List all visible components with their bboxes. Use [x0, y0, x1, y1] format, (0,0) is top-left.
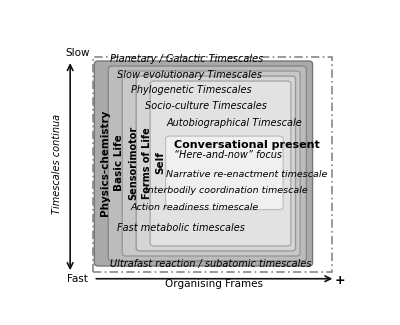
Text: Sensorimotor: Sensorimotor [128, 126, 138, 200]
FancyBboxPatch shape [108, 66, 306, 261]
Text: “Here-and-now” focus: “Here-and-now” focus [174, 150, 282, 160]
Text: Socio-culture Timescales: Socio-culture Timescales [144, 100, 266, 110]
Text: Fast: Fast [68, 274, 88, 284]
FancyBboxPatch shape [166, 136, 283, 210]
Text: +: + [334, 275, 345, 288]
Text: Fast metabolic timescales: Fast metabolic timescales [117, 223, 244, 233]
Text: Phylogenetic Timescales: Phylogenetic Timescales [131, 85, 251, 95]
Text: Interbodily coordination timescale: Interbodily coordination timescale [144, 186, 307, 195]
Text: Physics-chemistry: Physics-chemistry [100, 110, 110, 216]
Text: Self: Self [155, 151, 165, 174]
Text: Ultrafast reaction / subatomic timescales: Ultrafast reaction / subatomic timescale… [110, 259, 312, 269]
Text: Conversational present: Conversational present [174, 140, 320, 150]
FancyBboxPatch shape [136, 76, 296, 251]
Text: Planetary / Galactic Timescales: Planetary / Galactic Timescales [110, 54, 264, 64]
FancyBboxPatch shape [94, 61, 312, 266]
Text: Forms of Life: Forms of Life [142, 127, 152, 199]
Text: Basic Life: Basic Life [114, 135, 124, 191]
FancyBboxPatch shape [122, 71, 300, 256]
Text: Slow evolutionary Timescales: Slow evolutionary Timescales [117, 70, 262, 80]
Text: Organising Frames: Organising Frames [165, 279, 263, 289]
FancyBboxPatch shape [150, 81, 291, 246]
Text: Action readiness timescale: Action readiness timescale [131, 203, 259, 213]
Text: Narrative re-enactment timescale: Narrative re-enactment timescale [166, 170, 328, 179]
Text: Timescales continua: Timescales continua [52, 114, 62, 214]
Text: Autobiographical Timescale: Autobiographical Timescale [166, 118, 302, 128]
Text: Slow: Slow [66, 48, 90, 58]
